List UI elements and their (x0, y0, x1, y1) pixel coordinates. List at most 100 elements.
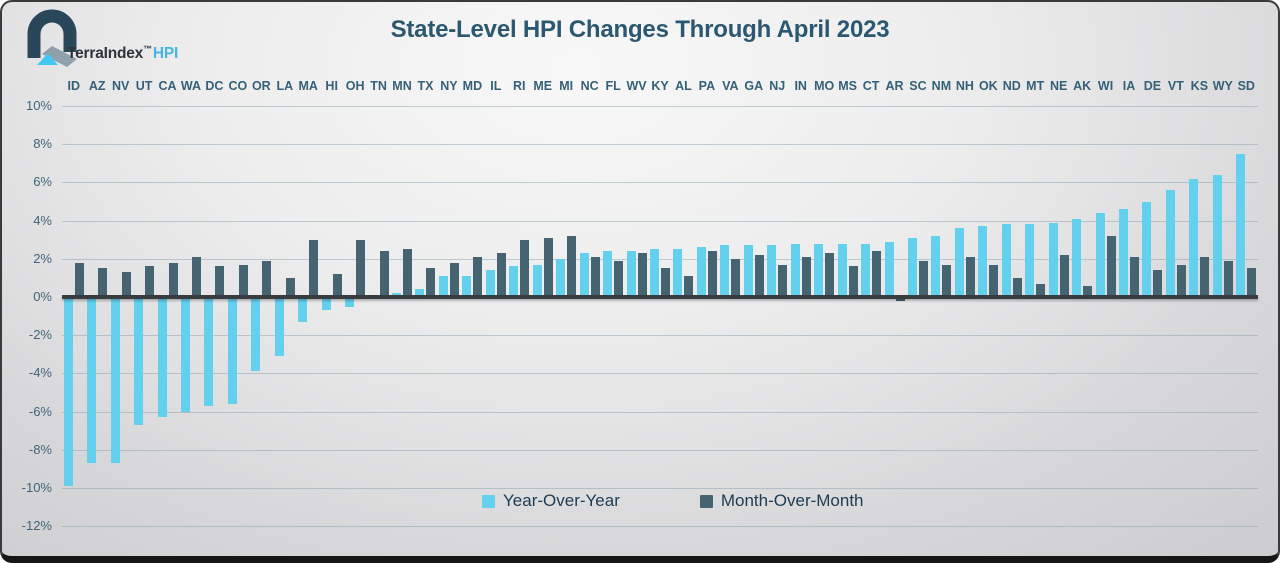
bar-mom-TX (426, 268, 436, 297)
gridline (62, 335, 1258, 337)
bar-yoy-HI (321, 299, 331, 311)
state-label-WI: WI (1097, 79, 1114, 93)
bar-mom-TN (379, 251, 389, 297)
bar-yoy-MO (814, 243, 824, 297)
bar-mom-KS (1200, 256, 1210, 297)
zero-axis-line (62, 295, 1258, 299)
bar-mom-MD (473, 256, 483, 297)
bar-mom-MA (309, 239, 319, 297)
bar-yoy-WY (1212, 174, 1222, 297)
bar-yoy-SC (907, 237, 917, 297)
state-label-MS: MS (838, 79, 857, 93)
bar-yoy-IL (485, 270, 495, 297)
bar-yoy-SD (1236, 153, 1246, 297)
state-label-NC: NC (580, 79, 599, 93)
state-label-MT: MT (1026, 79, 1045, 93)
gridline (62, 144, 1258, 146)
bar-mom-OR (262, 260, 272, 297)
bar-yoy-NY (438, 275, 448, 297)
state-label-OR: OR (251, 79, 271, 93)
y-tick-label: -8% (28, 441, 52, 457)
bar-mom-UT (145, 266, 155, 297)
y-tick-label: 8% (33, 136, 52, 152)
bar-yoy-VA (720, 245, 730, 297)
bar-yoy-NJ (767, 245, 777, 297)
bar-mom-NM (942, 264, 952, 297)
bar-yoy-CO (227, 299, 237, 404)
state-label-IL: IL (490, 79, 502, 93)
bar-mom-DE (1153, 270, 1163, 297)
state-label-IA: IA (1122, 79, 1136, 93)
bar-yoy-TX (415, 289, 425, 297)
logo-text: TerraIndex™HPI (67, 44, 178, 63)
bar-mom-ID (74, 262, 84, 297)
bar-yoy-ME (532, 264, 542, 297)
gridline (62, 220, 1258, 222)
bar-mom-AZ (98, 268, 108, 297)
bar-yoy-NM (931, 235, 941, 297)
bar-yoy-NV (110, 299, 120, 464)
bar-mom-NE (1059, 254, 1069, 297)
bar-yoy-OK (978, 226, 988, 297)
bar-yoy-MS (837, 243, 847, 297)
bar-mom-CO (238, 264, 248, 297)
state-label-DC: DC (205, 79, 224, 93)
state-label-SD: SD (1237, 79, 1255, 93)
legend-label-mom: Month-Over-Month (720, 491, 864, 510)
bar-mom-SD (1247, 268, 1257, 297)
bar-mom-NH (965, 256, 975, 297)
logo-product: HPI (152, 45, 179, 63)
state-label-TX: TX (417, 79, 434, 93)
gridline (62, 373, 1258, 375)
state-label-KS: KS (1190, 79, 1209, 93)
state-label-SC: SC (909, 79, 927, 93)
bar-yoy-NC (579, 253, 589, 297)
bar-mom-MN (403, 249, 413, 297)
state-label-CA: CA (158, 79, 177, 93)
bar-yoy-MA (298, 299, 308, 322)
bar-mom-IL (496, 253, 506, 297)
state-label-NM: NM (931, 79, 952, 93)
bar-yoy-IA (1119, 209, 1129, 297)
y-tick-label: 10% (25, 98, 52, 113)
state-label-MN: MN (392, 79, 412, 93)
bar-mom-LA (285, 277, 295, 297)
bar-yoy-CA (157, 299, 167, 418)
bar-yoy-AR (884, 241, 894, 297)
gridline (62, 526, 1258, 528)
state-label-ME: ME (533, 79, 553, 93)
bar-mom-FL (614, 260, 624, 297)
state-label-RI: RI (513, 79, 526, 93)
bar-mom-DC (215, 266, 225, 297)
state-label-NH: NH (955, 79, 974, 93)
terraindex-logo: TerraIndex™HPI (20, 8, 220, 70)
state-label-WA: WA (180, 79, 202, 93)
bar-yoy-MD (462, 275, 472, 297)
state-label-KY: KY (651, 79, 669, 93)
state-label-AK: AK (1073, 79, 1092, 93)
bar-yoy-CT (861, 243, 871, 297)
bar-yoy-MT (1025, 224, 1035, 297)
state-label-ID: ID (67, 79, 80, 93)
state-label-TN: TN (370, 79, 387, 93)
state-label-HI: HI (325, 79, 338, 93)
bar-mom-OK (989, 264, 999, 297)
logo-trademark: ™ (143, 44, 152, 54)
gridline (62, 106, 1258, 107)
gridline (62, 449, 1258, 451)
gridline (62, 182, 1258, 184)
legend-item-mom: Month-Over-Month (699, 491, 864, 511)
terraindex-logo-icon (27, 9, 77, 67)
bar-yoy-PA (696, 247, 706, 297)
bar-mom-RI (520, 239, 530, 297)
bar-yoy-LA (274, 299, 284, 357)
bar-yoy-VT (1165, 190, 1175, 297)
y-tick-label: -2% (28, 327, 52, 343)
y-tick-label: 4% (33, 212, 52, 228)
state-label-MO: MO (814, 79, 835, 93)
state-label-LA: LA (276, 79, 294, 93)
state-label-MI: MI (559, 79, 574, 93)
bar-mom-AR (895, 299, 905, 301)
state-label-OK: OK (978, 79, 998, 93)
bar-mom-GA (754, 254, 764, 297)
